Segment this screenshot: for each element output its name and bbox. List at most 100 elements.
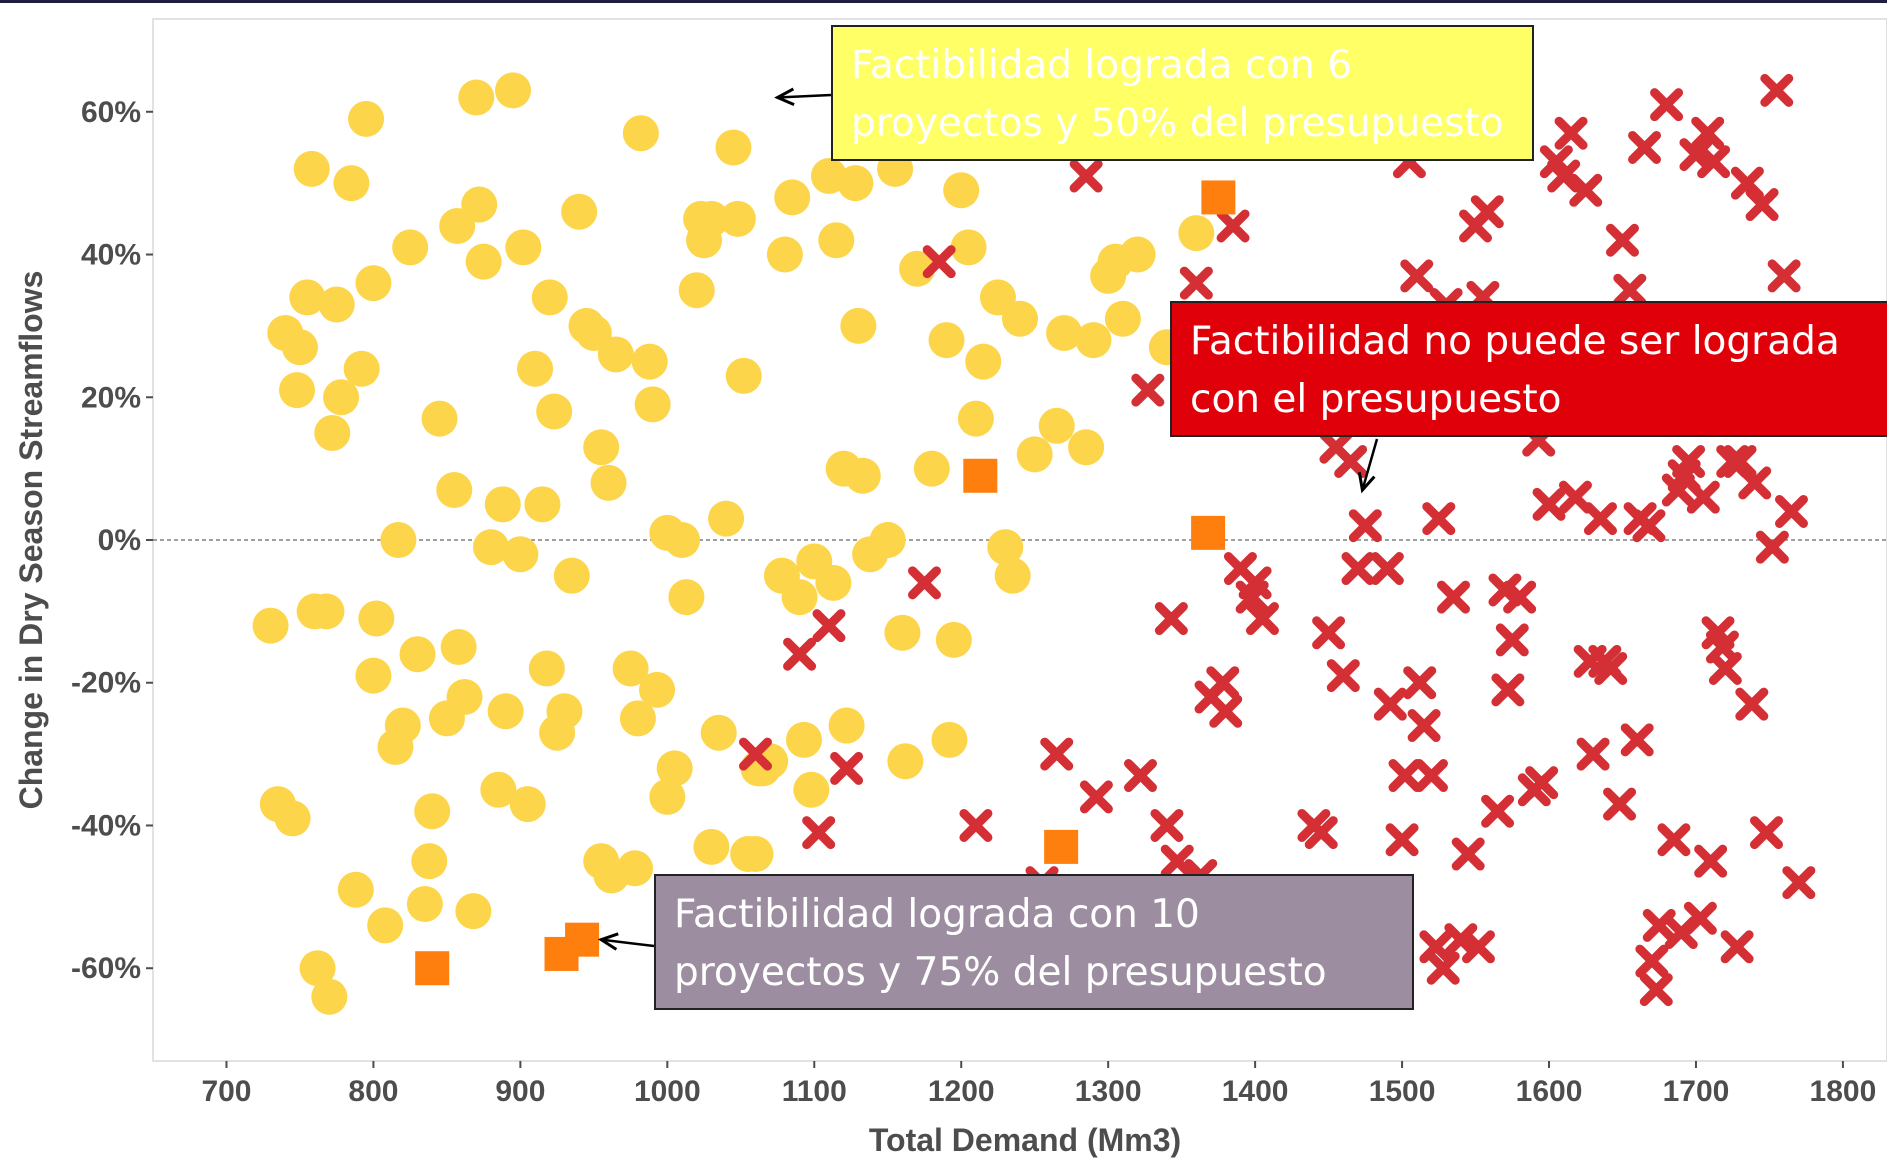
scatter-point-circle bbox=[1039, 408, 1075, 444]
scatter-point-circle bbox=[1075, 322, 1111, 358]
scatter-point-circle bbox=[485, 486, 521, 522]
scatter-point-circle bbox=[466, 244, 502, 280]
scatter-point-circle bbox=[583, 429, 619, 465]
scatter-point-circle bbox=[333, 165, 369, 201]
x-tick-label: 1000 bbox=[634, 1075, 701, 1108]
scatter-point-circle bbox=[355, 265, 391, 301]
scatter-point-circle bbox=[664, 522, 700, 558]
annotation-feasible-6-projects: Factibilidad lograda con 6 proyectos y 5… bbox=[831, 25, 1534, 161]
scatter-point-circle bbox=[282, 329, 318, 365]
scatter-point-circle bbox=[275, 800, 311, 836]
scatter-point-circle bbox=[502, 536, 538, 572]
scatter-point-circle bbox=[400, 636, 436, 672]
scatter-point-circle bbox=[715, 129, 751, 165]
scatter-point-circle bbox=[793, 772, 829, 808]
scatter-point-circle bbox=[708, 501, 744, 537]
x-tick-label: 1500 bbox=[1369, 1075, 1436, 1108]
scatter-point-circle bbox=[1105, 301, 1141, 337]
scatter-point-circle bbox=[657, 750, 693, 786]
scatter-point-circle bbox=[887, 743, 923, 779]
scatter-point-circle bbox=[870, 522, 906, 558]
y-axis-title: Change in Dry Season Streamflows bbox=[13, 271, 49, 810]
scatter-point-circle bbox=[774, 179, 810, 215]
y-tick-label: -20% bbox=[71, 667, 141, 700]
x-tick-label: 1200 bbox=[928, 1075, 995, 1108]
scatter-point-circle bbox=[510, 786, 546, 822]
scatter-point-circle bbox=[767, 237, 803, 273]
scatter-point-circle bbox=[488, 693, 524, 729]
scatter-point-circle bbox=[436, 472, 472, 508]
scatter-point-circle bbox=[536, 394, 572, 430]
scatter-point-circle bbox=[546, 693, 582, 729]
x-axis-title: Total Demand (Mm3) bbox=[869, 1122, 1181, 1158]
scatter-point-circle bbox=[720, 201, 756, 237]
scatter-point-square bbox=[1044, 830, 1078, 864]
scatter-point-square bbox=[1191, 516, 1225, 550]
scatter-point-circle bbox=[441, 629, 477, 665]
scatter-point-circle bbox=[314, 415, 350, 451]
scatter-point-square bbox=[1201, 180, 1235, 214]
y-tick-label: 60% bbox=[81, 96, 141, 129]
scatter-point-circle bbox=[943, 172, 979, 208]
x-tick-label: 1600 bbox=[1516, 1075, 1583, 1108]
y-tick-label: 20% bbox=[81, 381, 141, 414]
x-tick-label: 1300 bbox=[1075, 1075, 1142, 1108]
x-tick-label: 700 bbox=[201, 1075, 251, 1108]
scatter-point-circle bbox=[517, 351, 553, 387]
scatter-point-circle bbox=[1017, 436, 1053, 472]
scatter-point-circle bbox=[561, 194, 597, 230]
scatter-point-circle bbox=[367, 907, 403, 943]
scatter-point-circle bbox=[422, 401, 458, 437]
scatter-point-circle bbox=[623, 115, 659, 151]
y-tick-label: -40% bbox=[71, 809, 141, 842]
scatter-point-circle bbox=[554, 558, 590, 594]
scatter-point-circle bbox=[668, 579, 704, 615]
scatter-point-circle bbox=[294, 151, 330, 187]
scatter-point-circle bbox=[447, 679, 483, 715]
scatter-point-circle bbox=[458, 80, 494, 116]
y-tick-label: 40% bbox=[81, 239, 141, 272]
x-tick-label: 800 bbox=[348, 1075, 398, 1108]
scatter-point-circle bbox=[737, 836, 773, 872]
scatter-point-circle bbox=[679, 272, 715, 308]
x-tick-label: 1400 bbox=[1222, 1075, 1289, 1108]
scatter-point-circle bbox=[931, 722, 967, 758]
scatter-point-circle bbox=[786, 722, 822, 758]
scatter-point-circle bbox=[884, 615, 920, 651]
scatter-point-circle bbox=[338, 872, 374, 908]
annotation-line: proyectos y 50% del presupuesto bbox=[851, 95, 1514, 153]
x-tick-label: 900 bbox=[495, 1075, 545, 1108]
scatter-point-circle bbox=[829, 708, 865, 744]
chart-stage: -60% -40% -20% 0% 20% 40% 60% 700 800 900 1000 110… bbox=[0, 3, 1887, 1159]
scatter-point-circle bbox=[411, 843, 447, 879]
x-tick-label: 1100 bbox=[782, 1075, 847, 1108]
scatter-point-circle bbox=[693, 829, 729, 865]
scatter-point-circle bbox=[936, 622, 972, 658]
annotation-line: proyectos y 75% del presupuesto bbox=[674, 944, 1394, 1002]
scatter-point-circle bbox=[818, 222, 854, 258]
scatter-point-circle bbox=[311, 979, 347, 1015]
scatter-point-circle bbox=[840, 308, 876, 344]
scatter-point-circle bbox=[319, 286, 355, 322]
scatter-point-circle bbox=[598, 336, 634, 372]
scatter-point-circle bbox=[253, 608, 289, 644]
scatter-point-circle bbox=[617, 850, 653, 886]
annotation-line: Factibilidad no puede ser lograda bbox=[1190, 313, 1869, 371]
x-tick-label: 1700 bbox=[1663, 1075, 1730, 1108]
scatter-point-circle bbox=[279, 372, 315, 408]
scatter-point-circle bbox=[914, 451, 950, 487]
scatter-point-circle bbox=[782, 579, 818, 615]
scatter-point-circle bbox=[1120, 237, 1156, 273]
annotation-not-feasible: Factibilidad no puede ser lograda con el… bbox=[1170, 301, 1887, 437]
scatter-point-circle bbox=[726, 358, 762, 394]
scatter-point-circle bbox=[529, 650, 565, 686]
scatter-point-square bbox=[565, 923, 599, 957]
y-tick-label: -60% bbox=[71, 952, 141, 985]
scatter-point-circle bbox=[995, 558, 1031, 594]
scatter-point-circle bbox=[505, 229, 541, 265]
scatter-point-circle bbox=[355, 658, 391, 694]
scatter-point-circle bbox=[845, 458, 881, 494]
scatter-point-circle bbox=[837, 165, 873, 201]
scatter-point-circle bbox=[591, 465, 627, 501]
y-tick-label: 0% bbox=[98, 524, 141, 557]
